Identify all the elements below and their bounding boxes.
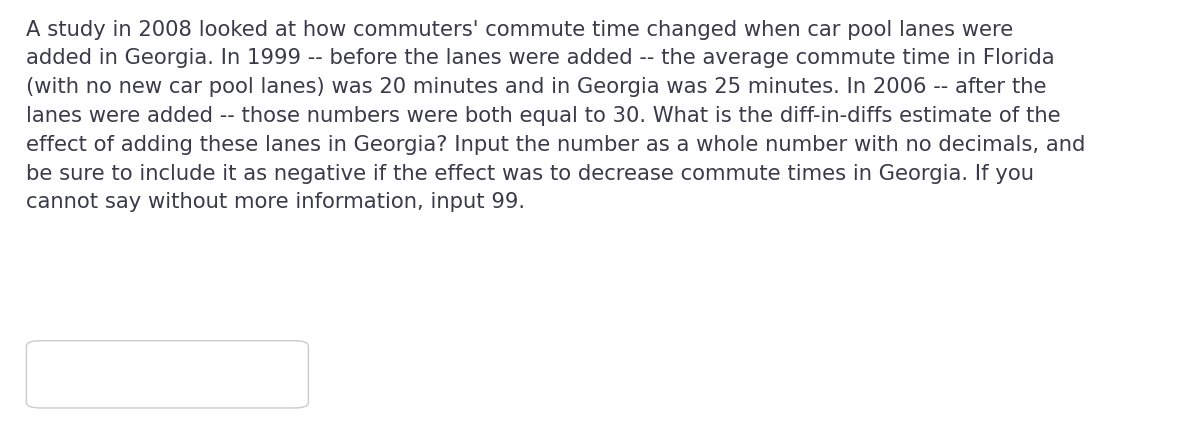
Text: A study in 2008 looked at how commuters' commute time changed when car pool lane: A study in 2008 looked at how commuters'… [26,20,1086,212]
FancyBboxPatch shape [26,341,308,408]
